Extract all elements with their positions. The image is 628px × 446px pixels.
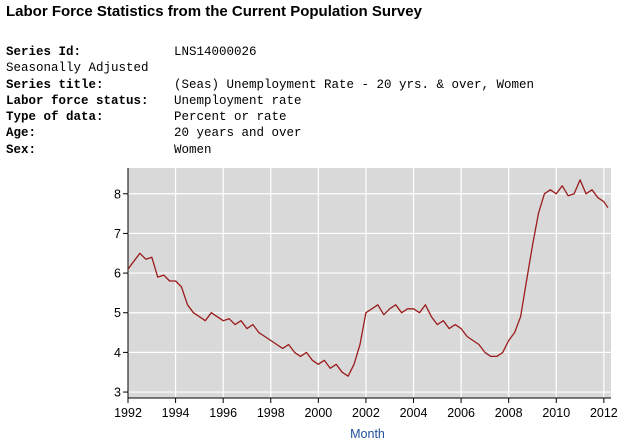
y-tick-label: 8 — [114, 187, 121, 201]
meta-row: Series Id: LNS14000026 — [6, 44, 534, 60]
y-tick-label: 7 — [114, 227, 121, 241]
page-title: Labor Force Statistics from the Current … — [6, 3, 422, 20]
meta-row: Seasonally Adjusted — [6, 60, 534, 76]
meta-value: LNS14000026 — [174, 45, 257, 59]
meta-label: Series Id: — [6, 45, 82, 59]
axes: 3 4 5 6 7 8 1992 1994 1996 1998 2000 2002 2004 2006 20… — [114, 168, 618, 420]
x-tick-label: 2006 — [447, 406, 475, 420]
grid-lines — [127, 168, 611, 398]
meta-row: Age: 20 years and over — [6, 125, 534, 141]
x-tick-label: 2008 — [495, 406, 523, 420]
x-tick-label: 2004 — [400, 406, 428, 420]
meta-row: Sex: Women — [6, 142, 534, 158]
series-lines — [127, 179, 609, 377]
meta-label: Sex: — [6, 142, 37, 157]
x-tick-label: 1992 — [114, 406, 142, 420]
series-metadata: Series Id: LNS14000026 Seasonally Adjusted… — [6, 44, 534, 158]
meta-value: Unemployment rate — [174, 93, 302, 108]
x-tick-label: 2000 — [304, 406, 332, 420]
x-tick-label: 1998 — [257, 406, 285, 420]
meta-label: Age: — [6, 126, 37, 141]
meta-label: Type of data: — [6, 110, 104, 125]
y-tick-label: 5 — [114, 306, 121, 320]
meta-value: (Seas) Unemployment Rate - 20 yrs. & ove… — [174, 77, 535, 92]
x-tick-label: 2010 — [542, 406, 570, 420]
y-tick-label: 3 — [114, 386, 121, 400]
unemployment-line-chart: 3 4 5 6 7 8 1992 1994 1996 1998 2000 2002 2004 2006 20… — [114, 168, 618, 441]
meta-label: Series title: — [6, 77, 104, 92]
series-line — [127, 179, 609, 377]
x-tick-label: 1994 — [162, 406, 190, 420]
meta-value: 20 years and over — [174, 126, 302, 141]
y-tick-label: 6 — [114, 267, 121, 281]
x-axis-title: Month — [350, 427, 385, 441]
meta-row: Series title: (Seas) Unemployment Rate - … — [6, 77, 534, 93]
x-tick-label: 2012 — [590, 406, 618, 420]
meta-value: Women — [174, 142, 212, 157]
y-tick-label: 4 — [114, 346, 121, 360]
x-tick-label: 2002 — [352, 406, 380, 420]
meta-value: Percent or rate — [174, 110, 287, 125]
meta-label: Seasonally Adjusted — [6, 61, 149, 76]
meta-label: Labor force status: — [6, 93, 149, 108]
meta-row: Labor force status: Unemployment rate — [6, 93, 534, 109]
plot-area — [128, 168, 611, 398]
meta-row: Type of data: Percent or rate — [6, 109, 534, 125]
x-tick-label: 1996 — [209, 406, 237, 420]
